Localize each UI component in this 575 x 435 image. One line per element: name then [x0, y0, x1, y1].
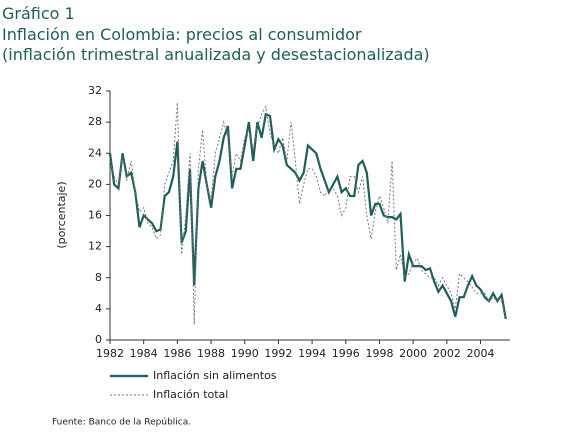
x-tick-label: 1982: [96, 347, 124, 360]
y-tick-label: 24: [88, 146, 102, 159]
y-tick-label: 20: [88, 177, 102, 190]
source: Fuente: Banco de la República.: [52, 418, 191, 428]
y-tick-label: 28: [88, 115, 102, 128]
legend-label: Inflación sin alimentos: [153, 369, 277, 382]
y-tick-label: 12: [88, 240, 102, 253]
x-tick-label: 1984: [130, 347, 158, 360]
y-tick-label: 4: [95, 302, 102, 315]
x-tick-label: 1996: [332, 347, 360, 360]
x-tick-label: 2000: [399, 347, 427, 360]
chart-label: Gráfico 1: [2, 4, 75, 23]
chart-title: Inflación en Colombia: precios al consum…: [2, 25, 362, 44]
x-tick-label: 1994: [298, 347, 326, 360]
x-tick-label: 1988: [197, 347, 225, 360]
x-tick-label: 2002: [433, 347, 461, 360]
x-tick-label: 1998: [365, 347, 393, 360]
x-tick-label: 1992: [264, 347, 292, 360]
x-tick-label: 1986: [163, 347, 191, 360]
chart-subtitle: (inflación trimestral anualizada y deses…: [2, 45, 430, 64]
y-axis-label: (porcentaje): [55, 181, 68, 248]
x-tick-label: 1990: [231, 347, 259, 360]
legend-label: Inflación total: [153, 388, 228, 401]
y-tick-label: 32: [88, 84, 102, 97]
y-tick-label: 16: [88, 209, 102, 222]
series-line: [108, 112, 507, 320]
y-tick-label: 8: [95, 271, 102, 284]
y-tick-label: 0: [95, 333, 102, 346]
x-tick-label: 2004: [467, 347, 495, 360]
